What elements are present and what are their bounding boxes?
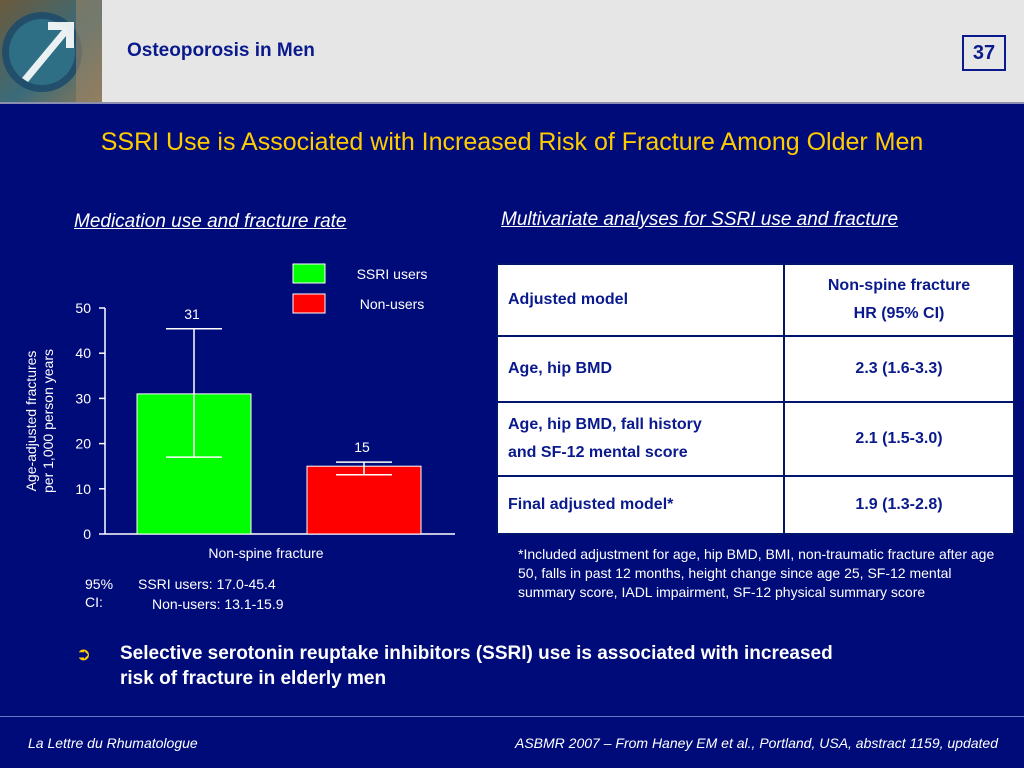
ci-label: 95% CI: [85, 576, 114, 610]
y-tick-label: 20 [75, 436, 91, 452]
ci-line-nonusers: Non-users: 13.1-15.9 [152, 596, 284, 612]
table-cell-model: Final adjusted model* [496, 475, 785, 535]
table-cell-hr: 2.1 (1.5-3.0) [783, 401, 1015, 477]
table-cell-hr: 1.9 (1.3-2.8) [783, 475, 1015, 535]
table-cell-hr: 2.3 (1.6-3.3) [783, 335, 1015, 403]
app-title: Osteoporosis in Men [127, 40, 315, 61]
table-footnote: *Included adjustment for age, hip BMD, B… [518, 546, 995, 600]
left-panel-subtitle: Medication use and fracture rate [74, 211, 347, 232]
bar-non-users [306, 465, 422, 535]
table-header-hr-line1: Non-spine fracture [827, 277, 971, 294]
legend-swatch [292, 263, 326, 284]
y-axis-label-line: Age-adjusted fractures [23, 351, 39, 492]
legend-label: Non-users [360, 296, 425, 312]
footer-citation: ASBMR 2007 – From Haney EM et al., Portl… [515, 735, 998, 751]
x-axis-label: Non-spine fracture [208, 545, 323, 561]
conclusion-bullet: Selective serotonin reuptake inhibitors … [120, 643, 833, 689]
footer-journal: La Lettre du Rhumatologue [28, 735, 198, 751]
y-tick-label: 10 [75, 481, 91, 497]
right-panel-subtitle: Multivariate analyses for SSRI use and f… [501, 209, 899, 230]
y-tick-label: 30 [75, 390, 91, 406]
ci-line-ssri: SSRI users: 17.0-45.4 [138, 576, 276, 592]
table-row: Final adjusted model* 1.9 (1.3-2.8) [496, 475, 1015, 535]
table-cell-model: Age, hip BMD [496, 335, 785, 403]
table-row: Age, hip BMD 2.3 (1.6-3.3) [496, 335, 1015, 403]
y-tick-label: 50 [75, 300, 91, 316]
y-tick-label: 0 [83, 526, 91, 542]
table-header-hr: Non-spine fracture HR (95% CI) [783, 263, 1015, 337]
curved-arrow-icon: ➲ [76, 644, 92, 664]
page-number: 37 [962, 35, 1006, 71]
table-cell-model-line1: Age, hip BMD, fall history [508, 416, 702, 433]
multivariate-table: Adjusted model Non-spine fracture HR (95… [496, 263, 1015, 535]
footer-divider [0, 716, 1024, 717]
table-header-model: Adjusted model [496, 263, 785, 337]
legend-swatch [292, 293, 326, 314]
legend-label: SSRI users [357, 266, 428, 282]
y-axis-label-line: per 1,000 person years [40, 349, 56, 493]
y-axis-label: Age-adjusted fracturesper 1,000 person y… [23, 349, 56, 493]
data-label: 31 [184, 306, 200, 322]
slide-title: SSRI Use is Associated with Increased Ri… [100, 128, 924, 156]
table-cell-model: Age, hip BMD, fall history and SF-12 men… [496, 401, 785, 477]
slide-header: Osteoporosis in Men 37 [0, 0, 1024, 104]
table-row: Age, hip BMD, fall history and SF-12 men… [496, 401, 1015, 477]
data-label: 15 [354, 439, 370, 455]
logo [0, 0, 102, 102]
y-tick-label: 40 [75, 345, 91, 361]
table-header-hr-line2: HR (95% CI) [853, 305, 945, 322]
table-cell-model-line2: and SF-12 mental score [508, 444, 688, 461]
table-header-row: Adjusted model Non-spine fracture HR (95… [496, 263, 1015, 337]
